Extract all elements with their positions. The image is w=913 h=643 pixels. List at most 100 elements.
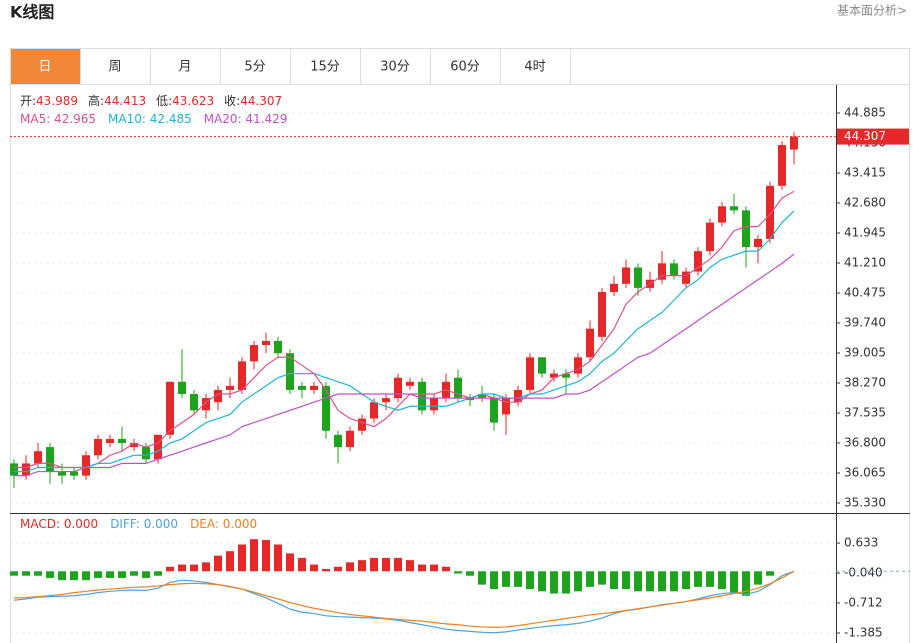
tab-label[interactable]: 日 — [38, 60, 51, 75]
tab[interactable] — [500, 48, 571, 85]
y-tick-label: 40.475 — [844, 285, 886, 299]
tab-label[interactable]: 月 — [178, 60, 191, 75]
candle-body — [754, 238, 762, 248]
y-tick-label: 42.680 — [844, 195, 886, 209]
macd-bar — [706, 571, 714, 587]
candle-body — [574, 357, 582, 374]
legend-entry: DIFF: 0.000 — [110, 517, 178, 531]
indicator-line — [14, 190, 795, 469]
candle-body — [610, 283, 618, 292]
macd-bar — [238, 544, 246, 572]
tab[interactable] — [150, 48, 221, 85]
macd-bar — [262, 540, 270, 572]
candle-body — [370, 402, 378, 419]
tab[interactable] — [290, 48, 361, 85]
macd-bar — [202, 562, 210, 572]
candle-body — [790, 136, 798, 150]
candle-body — [430, 398, 438, 411]
info-label: 低: — [156, 94, 172, 108]
info-label: 开: — [20, 94, 36, 108]
candle-body — [262, 340, 270, 346]
candle-body — [154, 434, 162, 460]
candle-body — [586, 328, 594, 358]
widget-title: K线图 — [10, 3, 54, 22]
macd-bar — [754, 571, 762, 585]
candle-body — [466, 398, 474, 401]
tab[interactable] — [360, 48, 431, 85]
macd-bar — [346, 562, 354, 572]
macd-bar — [154, 571, 162, 576]
candle-body — [502, 398, 510, 415]
macd-bar — [322, 569, 330, 572]
candle-body — [490, 398, 498, 423]
tab-label[interactable]: 60分 — [450, 60, 480, 75]
candle-body — [22, 463, 30, 476]
macd-bar — [22, 571, 30, 576]
macd-bar — [670, 571, 678, 592]
candle-body — [538, 357, 546, 374]
info-value: 44.307 — [240, 94, 282, 108]
macd-bar — [550, 571, 558, 594]
macd-bar — [454, 571, 462, 574]
legend-entry: MA20: 41.429 — [204, 112, 288, 126]
y-tick-label: 35.330 — [844, 495, 886, 509]
macd-bar — [730, 571, 738, 594]
candle-body — [742, 210, 750, 248]
tab-label[interactable]: 15分 — [310, 60, 340, 75]
macd-bar — [634, 571, 642, 592]
tab-label[interactable]: 5分 — [244, 60, 265, 75]
y-tick-label: -0.712 — [844, 595, 883, 609]
macd-bar — [382, 557, 390, 572]
macd-bar — [298, 557, 306, 572]
legend-entry: MA10: 42.485 — [108, 112, 192, 126]
tab-label[interactable]: 4时 — [524, 60, 545, 75]
candle-body — [526, 357, 534, 390]
y-tick-label: 38.270 — [844, 375, 886, 389]
macd-bar — [538, 571, 546, 592]
candle-body — [46, 447, 54, 472]
y-tick-label: 37.535 — [844, 405, 886, 419]
candle-body — [70, 471, 78, 476]
macd-bar — [430, 564, 438, 572]
y-tick-label: 36.065 — [844, 465, 886, 479]
tab[interactable] — [10, 48, 81, 85]
tab[interactable] — [220, 48, 291, 85]
candle-body — [82, 455, 90, 476]
candle-body — [382, 398, 390, 403]
macd-bar — [766, 571, 774, 576]
info-value: 44.413 — [104, 94, 146, 108]
tab-label[interactable]: 30分 — [380, 60, 410, 75]
macd-bar — [130, 571, 138, 576]
macd-bar — [178, 564, 186, 572]
candle-body — [766, 185, 774, 239]
candle-body — [598, 291, 606, 337]
macd-bar — [514, 571, 522, 587]
candle-body — [658, 263, 666, 280]
macd-bar — [574, 571, 582, 592]
tab[interactable] — [80, 48, 151, 85]
macd-bar — [106, 571, 114, 578]
macd-bar — [682, 571, 690, 590]
macd-bar — [478, 571, 486, 585]
macd-bar — [526, 571, 534, 590]
macd-bar — [286, 553, 294, 572]
macd-bar — [46, 571, 54, 578]
candle-body — [454, 377, 462, 399]
y-tick-label: 43.415 — [844, 165, 886, 179]
indicator-line — [13, 570, 795, 629]
candle-body — [670, 263, 678, 276]
candle-body — [682, 271, 690, 284]
candle-body — [622, 267, 630, 284]
last-price-label: 44.307 — [844, 129, 886, 143]
macd-bar — [586, 571, 594, 587]
macd-bar — [418, 564, 426, 572]
ohlc-info: 开:43.989 高:44.413 低:43.623 收:44.307 — [20, 93, 282, 108]
info-value: 43.623 — [172, 94, 214, 108]
fundamental-link[interactable]: 基本面分析> — [837, 4, 907, 18]
candle-body — [106, 438, 114, 443]
candle-body — [634, 267, 642, 288]
candle-body — [178, 381, 186, 395]
candle-body — [718, 206, 726, 223]
tab-label[interactable]: 周 — [108, 60, 121, 75]
